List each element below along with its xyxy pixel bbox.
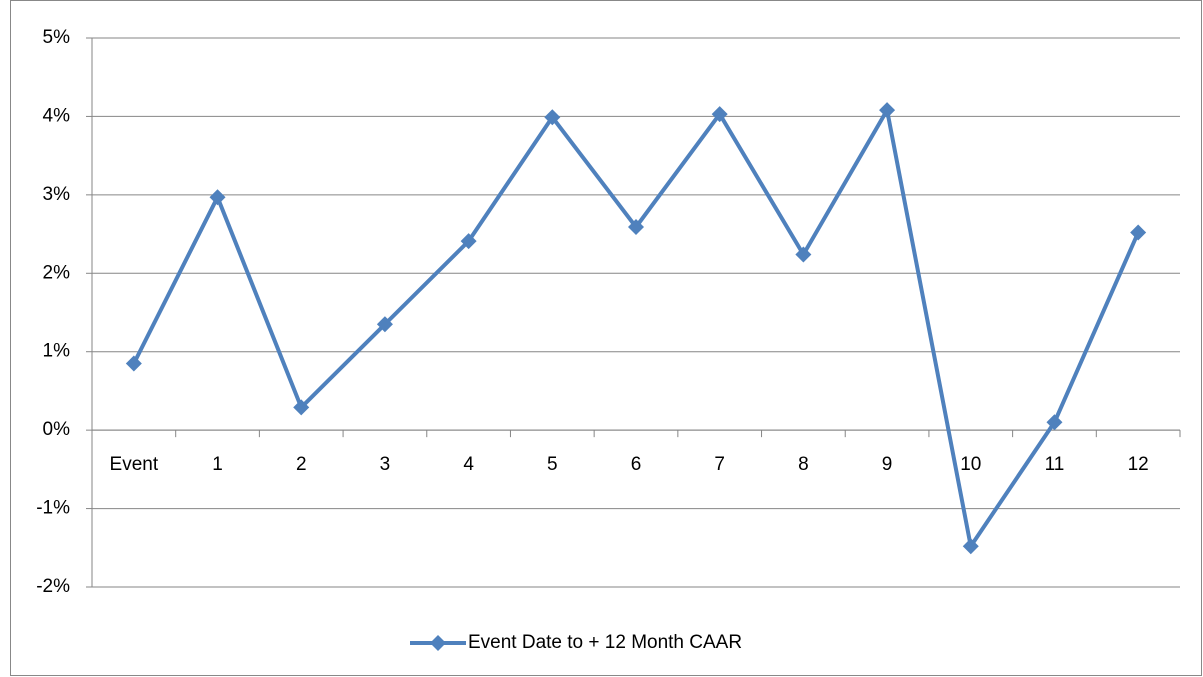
x-tick-label: 8 (798, 454, 809, 475)
legend-label: Event Date to + 12 Month CAAR (468, 632, 742, 653)
y-tick-label: 4% (43, 105, 71, 126)
data-point (962, 538, 979, 555)
data-point (125, 355, 142, 372)
legend-marker (430, 635, 446, 651)
data-point (376, 316, 393, 333)
y-tick-label: 5% (43, 27, 71, 48)
x-tick-label: 11 (1045, 454, 1065, 475)
data-point (1046, 414, 1063, 431)
data-point (209, 189, 226, 206)
data-point (1130, 224, 1147, 241)
data-point (879, 102, 896, 119)
x-tick-label: 7 (714, 454, 725, 475)
y-tick-label: 0% (43, 419, 71, 440)
data-point (293, 399, 310, 416)
x-tick-label: 3 (380, 454, 391, 475)
y-tick-label: 3% (43, 184, 71, 205)
x-tick-label: 9 (882, 454, 893, 475)
x-tick-label: 1 (212, 454, 223, 475)
data-point (711, 106, 728, 123)
x-tick-label: 5 (547, 454, 558, 475)
data-point (544, 109, 561, 126)
x-tick-label: 4 (463, 454, 474, 475)
x-tick-label: 2 (296, 454, 307, 475)
x-tick-label: Event (110, 454, 159, 475)
x-tick-label: 10 (960, 454, 981, 475)
x-tick-label: 6 (631, 454, 642, 475)
y-tick-label: 2% (43, 262, 71, 283)
y-tick-label: 1% (43, 341, 71, 362)
data-point (795, 246, 812, 263)
chart-frame (10, 0, 1202, 676)
data-point (628, 219, 644, 236)
data-point (460, 233, 477, 250)
y-tick-label: -1% (36, 498, 70, 519)
y-tick-label: -2% (36, 576, 70, 597)
x-tick-label: 12 (1128, 454, 1149, 475)
